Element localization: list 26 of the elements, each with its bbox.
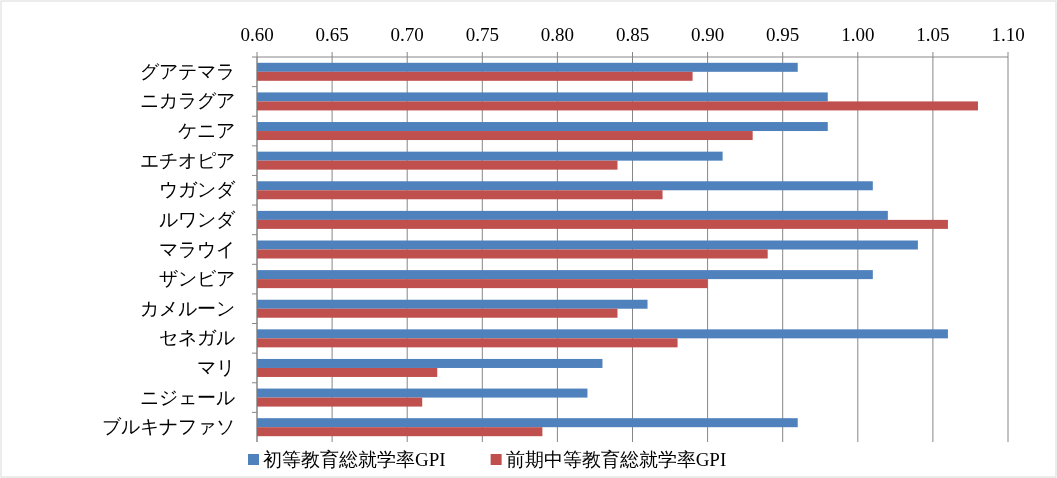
y-tick-label: カメルーン — [140, 297, 235, 319]
x-tick-label: 0.80 — [540, 24, 575, 45]
x-tick-label: 0.95 — [766, 24, 800, 45]
y-tick-label: ブルキナファソ — [102, 416, 235, 438]
x-tick-label: 0.65 — [315, 24, 349, 45]
y-tick-label: ザンビア — [159, 268, 235, 290]
y-tick-label: ケニア — [178, 120, 235, 142]
x-tick-label: 1.00 — [841, 24, 875, 45]
x-tick-label: 1.05 — [916, 24, 950, 45]
y-tick-label: マラウイ — [159, 238, 235, 260]
x-tick-label: 0.60 — [240, 24, 274, 45]
legend-label: 前期中等教育総就学率GPI — [505, 449, 727, 470]
legend-label: 初等教育総就学率GPI — [263, 449, 446, 470]
y-tick-label: グアテマラ — [140, 60, 235, 82]
y-tick-label: ルワンダ — [159, 208, 236, 230]
y-tick-label: ニカラグア — [140, 90, 235, 112]
y-tick-label: エチオピア — [140, 149, 235, 171]
y-tick-label: ニジェール — [140, 386, 235, 408]
x-tick-label: 1.10 — [991, 24, 1025, 45]
x-tick-label: 0.75 — [465, 24, 499, 45]
y-tick-label: セネガル — [159, 327, 235, 349]
y-tick-label: マリ — [197, 356, 235, 378]
y-tick-label: ウガンダ — [159, 179, 236, 201]
x-tick-label: 0.85 — [615, 24, 650, 45]
x-tick-label: 0.70 — [390, 24, 424, 45]
x-tick-label: 0.90 — [690, 24, 725, 45]
